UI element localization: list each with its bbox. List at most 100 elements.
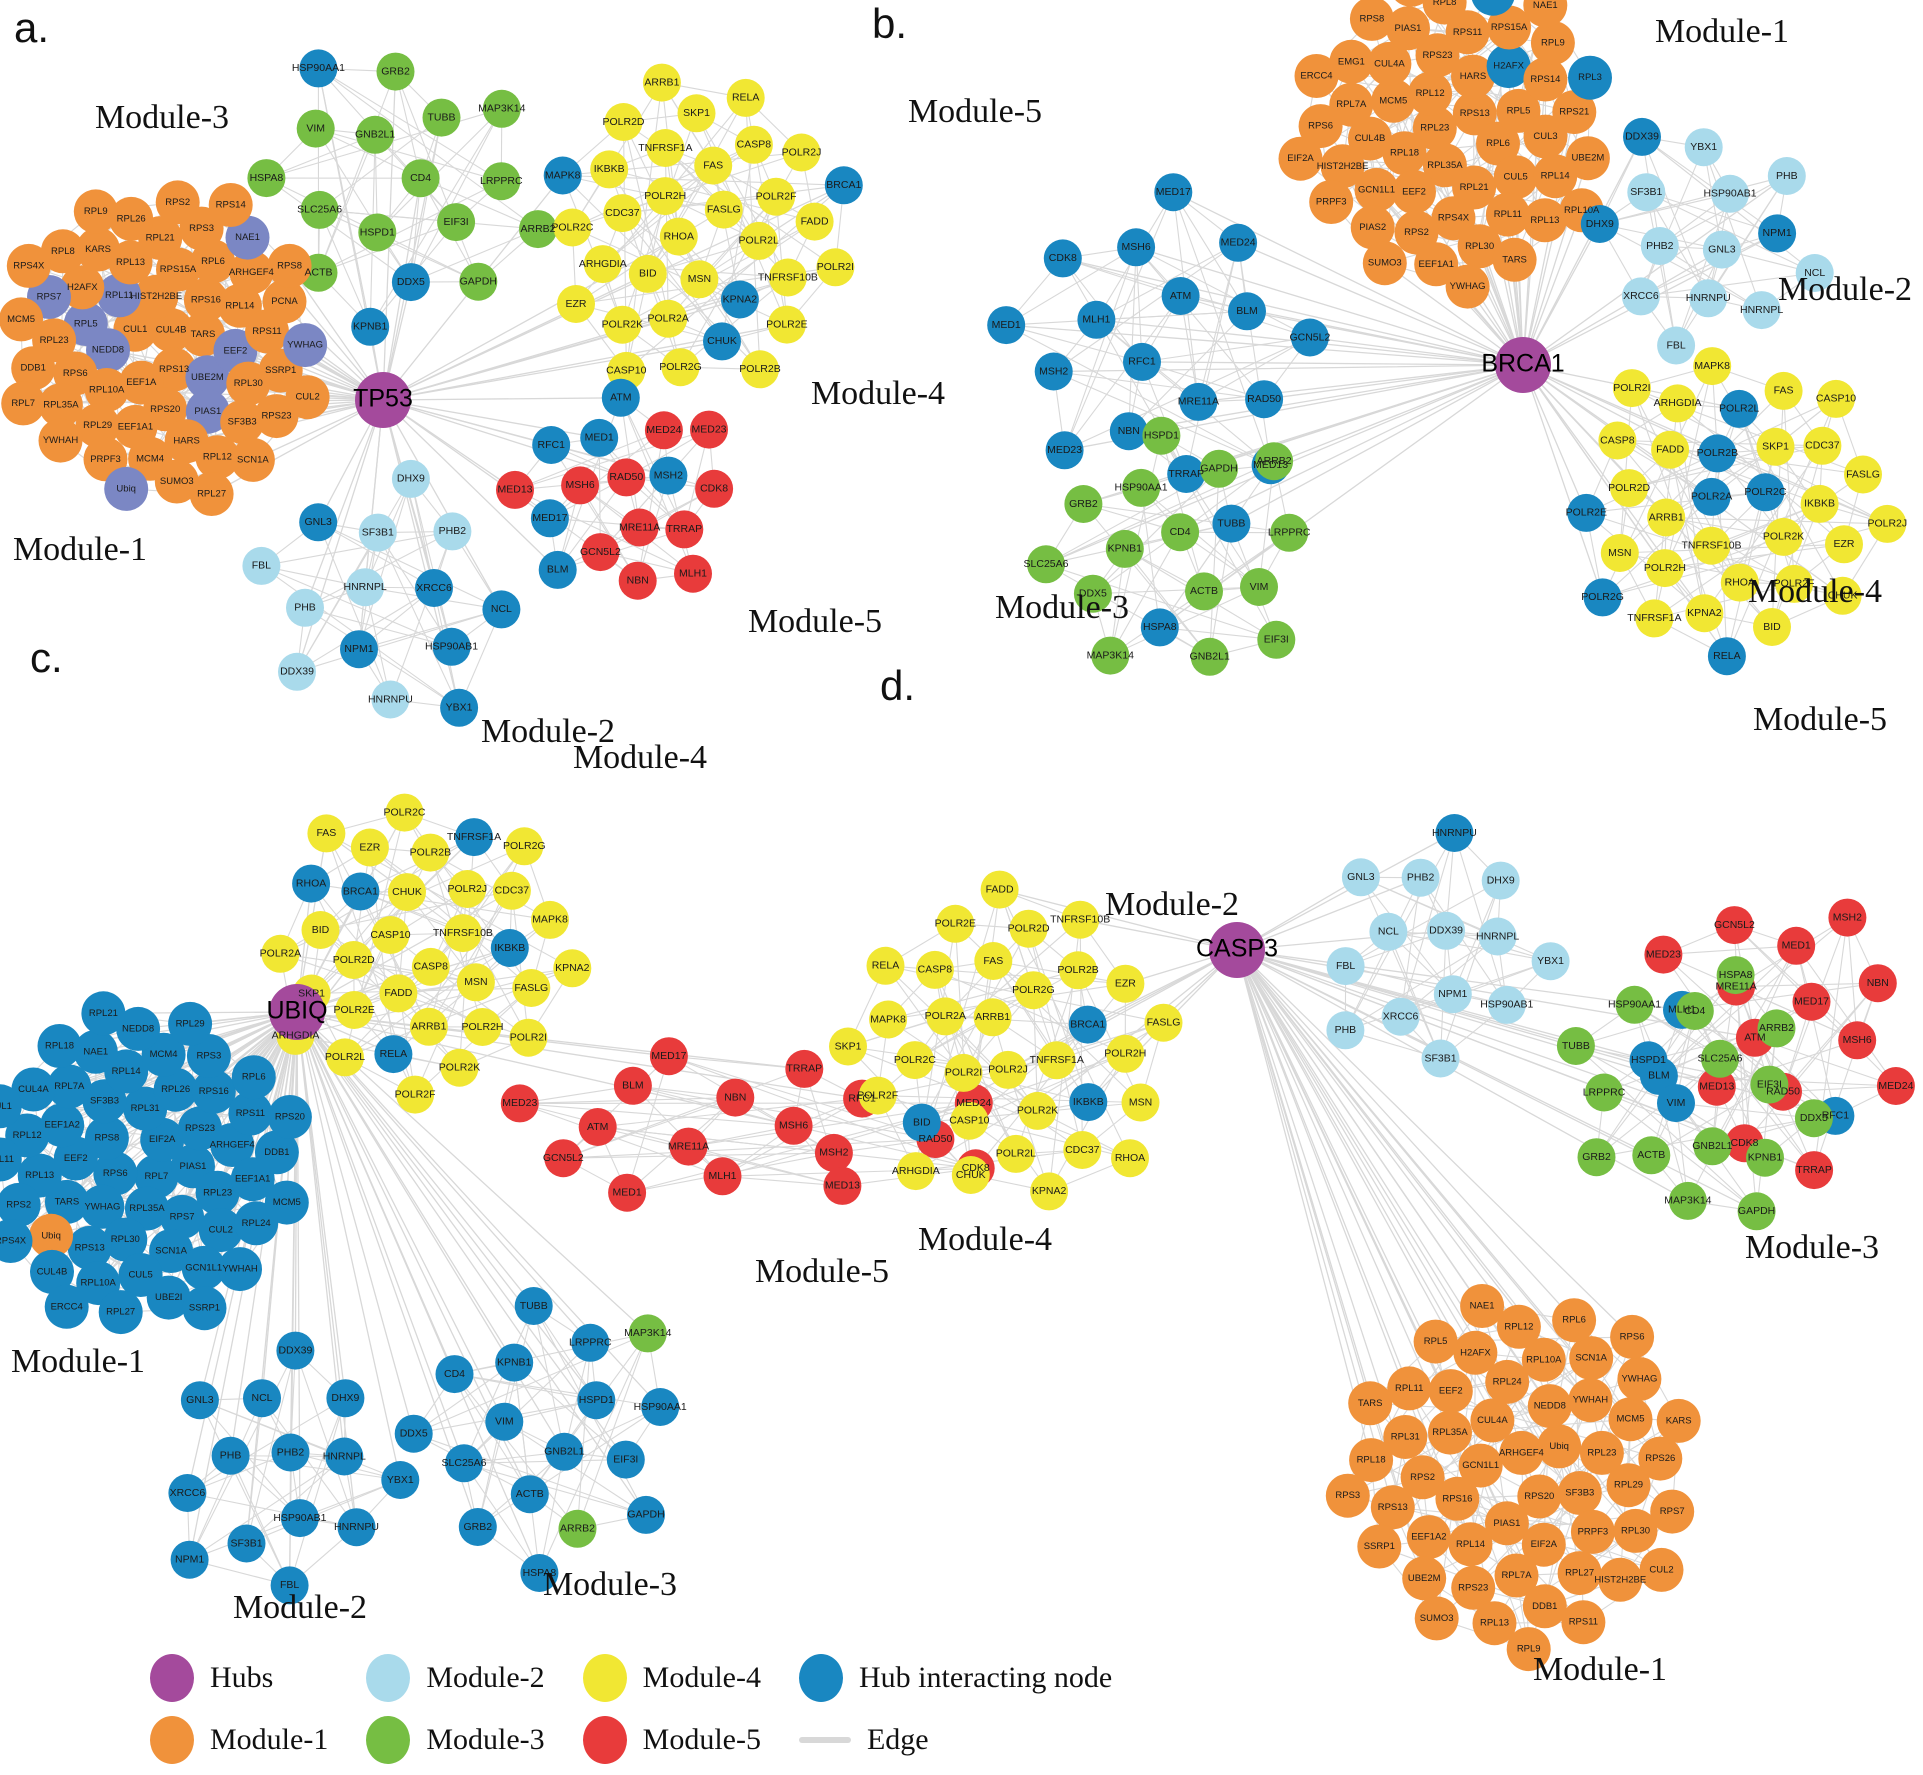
- node-label: TNFRSF10B: [1681, 539, 1741, 551]
- node: [1485, 192, 1530, 237]
- node: [358, 213, 397, 252]
- node: [823, 1166, 862, 1205]
- node-label: RPL7A: [1336, 99, 1367, 110]
- edge: [1602, 536, 1785, 598]
- node: [374, 1035, 413, 1074]
- node: [703, 322, 741, 361]
- node: [1294, 54, 1339, 98]
- edge: [1064, 191, 1174, 451]
- edge: [1813, 982, 1879, 1171]
- edge: [413, 1433, 647, 1516]
- node-label: MED24: [956, 1097, 991, 1109]
- node-label: MED23: [502, 1097, 537, 1109]
- node: [1757, 1009, 1796, 1048]
- node-label: MSH2: [654, 469, 683, 481]
- node-label: RPL14: [225, 300, 254, 311]
- edge: [377, 532, 460, 709]
- node-label: POLR2F: [857, 1089, 898, 1101]
- node: [1219, 223, 1258, 262]
- node-label: RPL5: [74, 319, 98, 330]
- node-label: FAS: [703, 159, 723, 171]
- module-label: Module-1: [1533, 1651, 1667, 1688]
- module-label: Module-2: [481, 713, 615, 750]
- node: [301, 911, 340, 949]
- node-label: RPL30: [111, 1234, 140, 1245]
- edge: [410, 478, 453, 648]
- node-label: RPL5: [1507, 105, 1531, 116]
- node-label: MED13: [1699, 1080, 1734, 1092]
- node-label: GNB2L1: [355, 129, 395, 141]
- node-label: CUL4A: [1374, 58, 1405, 69]
- edge: [317, 71, 397, 274]
- node-label: RHOA: [1725, 576, 1755, 588]
- node: [1341, 858, 1380, 897]
- node: [1570, 1509, 1615, 1554]
- node-label: TUBB: [1562, 1040, 1590, 1052]
- edge: [1659, 245, 1763, 311]
- node-label: POLR2C: [1744, 486, 1786, 498]
- edge: [1236, 949, 1575, 1321]
- node: [1421, 1039, 1460, 1078]
- node-label: MCM5: [7, 314, 35, 325]
- node-label: NPM1: [175, 1553, 204, 1565]
- node-label: KPNA2: [555, 962, 590, 974]
- node-label: RPS2: [1404, 227, 1429, 238]
- node-label: RFC1: [1822, 1110, 1850, 1122]
- node-label: CDK8: [1049, 252, 1077, 264]
- edge: [317, 521, 391, 701]
- node-label: FADD: [801, 215, 829, 227]
- node: [1640, 227, 1679, 265]
- edge: [621, 212, 741, 301]
- node: [155, 180, 200, 225]
- node: [519, 210, 557, 249]
- node-label: POLR2B: [1697, 447, 1738, 459]
- node: [276, 1331, 315, 1370]
- edge: [317, 134, 376, 274]
- edge: [1077, 969, 1142, 1104]
- edge: [562, 1055, 670, 1159]
- node-label: FBL: [1336, 960, 1355, 972]
- edge: [1738, 408, 1785, 538]
- legend-item-module3: Module-3: [366, 1714, 545, 1766]
- node: [394, 1414, 433, 1453]
- node: [1638, 1436, 1683, 1481]
- node-label: MRE11A: [1178, 396, 1219, 408]
- node-label: MED17: [1794, 995, 1829, 1007]
- edge: [557, 528, 685, 571]
- edge: [296, 1011, 505, 1423]
- node: [613, 1066, 652, 1105]
- edge: [453, 1373, 661, 1408]
- node: [1027, 545, 1065, 584]
- node-label: RPS6: [1308, 121, 1333, 132]
- node-label: ARRB2: [1257, 455, 1292, 467]
- node: [1451, 1565, 1496, 1610]
- node-label: HARS: [173, 436, 199, 447]
- edge: [1237, 242, 1272, 466]
- node-label: PHB2: [439, 525, 467, 537]
- edge: [1236, 949, 1581, 1494]
- node: [220, 400, 265, 444]
- node-label: POLR2G: [659, 361, 702, 373]
- node-label: RPL24: [242, 1218, 271, 1229]
- node: [73, 1029, 118, 1074]
- node-label: GNB2L1: [544, 1446, 584, 1458]
- legend-label: Module-2: [426, 1661, 545, 1694]
- node-label: POLR2L: [1719, 403, 1759, 415]
- node-label: YBX1: [387, 1474, 414, 1486]
- module-label: Module-5: [1753, 701, 1887, 738]
- node-label: CUL1: [123, 324, 147, 335]
- node: [1354, 167, 1399, 212]
- node-label: HNRNPL: [344, 581, 387, 593]
- node: [1658, 384, 1697, 423]
- node-label: UBE2M: [1408, 1573, 1441, 1584]
- node-label: RPS13: [1378, 1502, 1408, 1513]
- node: [463, 1008, 502, 1046]
- edge: [265, 134, 376, 179]
- node: [580, 418, 619, 457]
- node-label: MED23: [1646, 948, 1681, 960]
- node-label: MRE11A: [1715, 980, 1756, 992]
- edge: [1236, 949, 1372, 1461]
- node-label: RPS13: [75, 1242, 105, 1253]
- node: [641, 1388, 680, 1426]
- edge: [296, 1011, 465, 1464]
